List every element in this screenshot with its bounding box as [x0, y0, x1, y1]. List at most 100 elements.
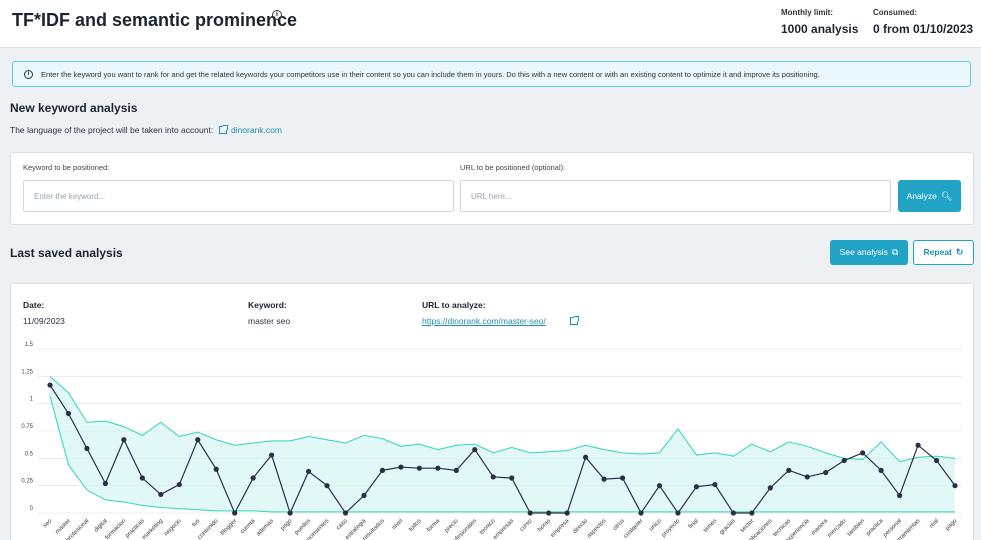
data-point — [453, 467, 459, 473]
data-point — [324, 483, 330, 489]
x-tick-label: empresa — [550, 518, 571, 539]
x-tick-label: pago — [945, 518, 959, 532]
x-tick-label: aspectos — [586, 518, 607, 539]
y-tick-label: 1 — [30, 397, 34, 403]
data-point — [398, 464, 404, 470]
x-tick-label: proyecto — [661, 518, 682, 539]
external-link-icon[interactable] — [570, 316, 579, 325]
x-tick-label: master — [55, 518, 72, 535]
series-main-line — [49, 384, 956, 515]
x-tick-label: cualquier — [623, 518, 644, 539]
repeat-button[interactable]: Repeat ↻ — [913, 240, 974, 265]
data-point — [158, 491, 164, 498]
x-tick-label: puedes — [294, 518, 312, 536]
x-tick-label: todos — [408, 518, 423, 533]
date-value: 11/09/2023 — [23, 316, 65, 326]
page-header: TF*IDF and semantic prominence i Monthly… — [0, 0, 981, 48]
language-note: The language of the project will be take… — [10, 125, 282, 135]
data-point — [564, 510, 570, 516]
x-tick-label: horas — [537, 518, 552, 533]
data-point — [342, 510, 349, 516]
consumed-label: Consumed: — [873, 8, 917, 17]
x-tick-label: precio — [444, 518, 460, 534]
y-tick-label: 1.25 — [21, 369, 33, 375]
data-point — [933, 457, 940, 464]
x-tick-label: negocio — [164, 518, 184, 538]
x-tick-label: tecnico — [479, 518, 497, 536]
data-point — [786, 467, 792, 473]
data-point — [675, 510, 681, 516]
data-point — [749, 510, 755, 516]
x-tick-label: nivel — [391, 518, 404, 531]
new-analysis-card: Keyword to be positioned: URL to be posi… — [10, 152, 974, 225]
data-point — [269, 452, 275, 458]
data-point — [546, 510, 552, 516]
keyword-input[interactable] — [23, 180, 454, 212]
info-banner-text: Enter the keyword you want to rank for a… — [41, 70, 820, 79]
data-point — [435, 465, 441, 471]
language-note-text: The language of the project will be take… — [10, 125, 214, 135]
y-tick-label: 1.5 — [25, 342, 34, 348]
info-circle-icon[interactable]: i — [272, 10, 282, 20]
consumed-value: 0 from 01/10/2023 — [873, 22, 974, 36]
data-point — [656, 483, 663, 489]
y-tick-label: 0.5 — [25, 451, 34, 457]
data-point — [490, 474, 496, 480]
data-point — [84, 445, 90, 452]
external-link-icon — [218, 125, 228, 134]
x-tick-label: unico — [649, 518, 664, 533]
y-tick-label: 0 — [30, 506, 34, 512]
search-icon: 🔍︎ — [940, 190, 953, 201]
data-point — [878, 467, 884, 473]
data-point — [305, 468, 312, 475]
language-link[interactable]: dinorank.com — [230, 125, 282, 135]
x-tick-label: digital — [93, 518, 108, 533]
data-point — [952, 483, 958, 489]
data-point — [121, 437, 127, 443]
x-tick-label: caso — [336, 518, 350, 532]
data-point — [509, 475, 515, 481]
page-title: TF*IDF and semantic prominence — [12, 10, 298, 30]
monthly-limit: Monthly limit: 1000 analysis — [781, 8, 858, 36]
x-tick-label: sector — [739, 518, 755, 534]
data-point — [472, 446, 478, 453]
monthly-limit-label: Monthly limit: — [781, 8, 833, 17]
y-tick-label: 0.25 — [21, 479, 33, 485]
see-analysis-label: See analysis — [839, 247, 888, 257]
data-point — [896, 492, 903, 499]
url-label: URL to analyze: — [422, 300, 486, 310]
analyze-button-label: Analyze — [906, 190, 937, 201]
x-tick-label: curso — [519, 518, 534, 533]
consumed: Consumed: 0 from 01/10/2023 — [873, 8, 973, 36]
data-point — [860, 450, 866, 456]
url-input[interactable] — [460, 180, 891, 212]
data-point — [102, 480, 109, 487]
x-tick-label: blogger — [220, 518, 238, 536]
x-tick-label: otros — [612, 518, 626, 532]
x-tick-label: tus — [191, 518, 201, 528]
x-tick-label: tienes — [703, 518, 719, 534]
analyzed-url-link[interactable]: https://dinorank.com/master-seo/ — [422, 316, 546, 326]
analyze-button[interactable]: Analyze 🔍︎ — [898, 180, 961, 212]
data-point — [250, 475, 256, 481]
repeat-label: Repeat — [923, 247, 952, 257]
x-tick-label: contenido — [197, 518, 220, 540]
data-point — [638, 510, 644, 516]
keyword-label: Keyword: — [248, 300, 287, 310]
x-tick-label: pago — [280, 518, 294, 532]
x-tick-label: real — [929, 518, 940, 529]
data-point — [619, 475, 626, 481]
x-tick-label: forma — [426, 518, 442, 534]
data-point — [527, 510, 533, 516]
info-banner: i Enter the keyword you want to rank for… — [12, 61, 971, 87]
x-tick-label: mercado — [827, 518, 848, 539]
range-band-area — [50, 376, 955, 512]
data-point — [361, 492, 367, 499]
data-point — [195, 437, 201, 443]
data-point — [823, 469, 829, 476]
data-point — [712, 481, 718, 488]
data-point — [841, 457, 847, 464]
external-link-icon: ⧉ — [891, 247, 899, 257]
see-analysis-button[interactable]: See analysis ⧉ — [830, 240, 908, 265]
